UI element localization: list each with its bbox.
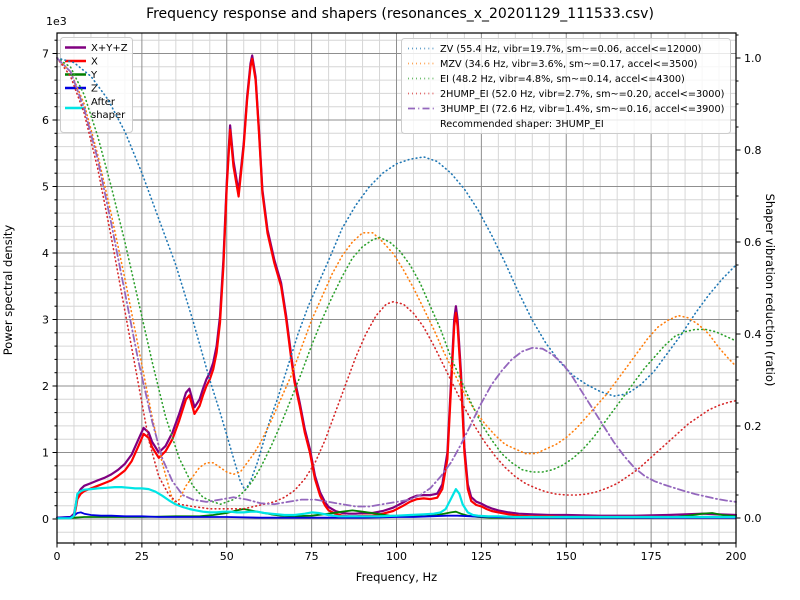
tick-label: 0.6 bbox=[744, 236, 762, 249]
tick-label: 3 bbox=[42, 314, 49, 327]
shaper-curves bbox=[56, 57, 737, 510]
tick-label: 0.8 bbox=[744, 144, 762, 157]
tick-label: 4 bbox=[42, 247, 49, 260]
y-axis-label-left: Power spectral density bbox=[1, 224, 15, 356]
tick-label: 100 bbox=[386, 550, 407, 563]
tick-label: 50 bbox=[220, 550, 234, 563]
tick-label: 2HUMP_EI (52.0 Hz, vibr=2.7%, sm~=0.20, … bbox=[440, 89, 724, 100]
series-3hump_ei-curve bbox=[56, 57, 737, 508]
tick-label: 1.0 bbox=[744, 52, 762, 65]
tick-label: 0 bbox=[54, 550, 61, 563]
y-axis-label-right: Shaper vibration reduction (ratio) bbox=[763, 193, 777, 387]
series-zv-curve bbox=[56, 57, 737, 492]
tick-label: 1 bbox=[42, 447, 49, 460]
series-mzv-curve bbox=[56, 57, 737, 503]
tick-label: 150 bbox=[556, 550, 577, 563]
tick-label: 0 bbox=[42, 513, 49, 526]
tick-label: 5 bbox=[42, 181, 49, 194]
tick-label: After bbox=[91, 97, 116, 108]
tick-label: 2 bbox=[42, 380, 49, 393]
series-x-curve bbox=[55, 57, 738, 520]
tick-label: Recommended shaper: 3HUMP_EI bbox=[440, 119, 604, 130]
tick-label: Z bbox=[91, 84, 98, 95]
plot-border bbox=[56, 32, 737, 544]
tick-label: 0.4 bbox=[744, 328, 762, 341]
series-2hump_ei-curve bbox=[56, 57, 737, 510]
tick-label: X+Y+Z bbox=[91, 43, 128, 54]
y-axis-offset-label: 1e3 bbox=[46, 15, 67, 28]
chart-title: Frequency response and shapers (resonanc… bbox=[146, 6, 654, 22]
tick-label: MZV (34.6 Hz, vibr=3.6%, sm~=0.17, accel… bbox=[440, 59, 697, 70]
tick-label: 75 bbox=[305, 550, 319, 563]
series-after-shaper-curve bbox=[55, 486, 738, 520]
tick-label: 25 bbox=[135, 550, 149, 563]
x-axis-label: Frequency, Hz bbox=[355, 570, 438, 584]
tick-label: 0.0 bbox=[744, 512, 762, 525]
tick-label: shaper bbox=[91, 110, 126, 121]
tick-label: 175 bbox=[641, 550, 662, 563]
series-ei-curve bbox=[56, 57, 737, 505]
grid-minor bbox=[57, 33, 736, 543]
tick-label: EI (48.2 Hz, vibr=4.8%, sm~=0.14, accel<… bbox=[440, 74, 685, 85]
tick-label: 0.2 bbox=[744, 420, 762, 433]
tick-label: 200 bbox=[726, 550, 747, 563]
legend-right: ZV (55.4 Hz, vibr=19.7%, sm~=0.06, accel… bbox=[401, 38, 731, 134]
psd-curves bbox=[55, 54, 738, 520]
tick-label: 6 bbox=[42, 114, 49, 127]
tick-label: ZV (55.4 Hz, vibr=19.7%, sm~=0.06, accel… bbox=[440, 44, 701, 55]
tick-label: 125 bbox=[471, 550, 492, 563]
tick-label: Y bbox=[90, 70, 98, 81]
tick-label: 7 bbox=[42, 48, 49, 61]
axis-ticks: 0 25 50 75 100 125 150 175 200 0 1 2 3 4 5 6 7 0.0 0.2 0.4 0… bbox=[42, 34, 762, 563]
tick-label: X bbox=[91, 57, 98, 68]
tick-label: 3HUMP_EI (72.6 Hz, vibr=1.4%, sm~=0.16, … bbox=[440, 104, 724, 115]
